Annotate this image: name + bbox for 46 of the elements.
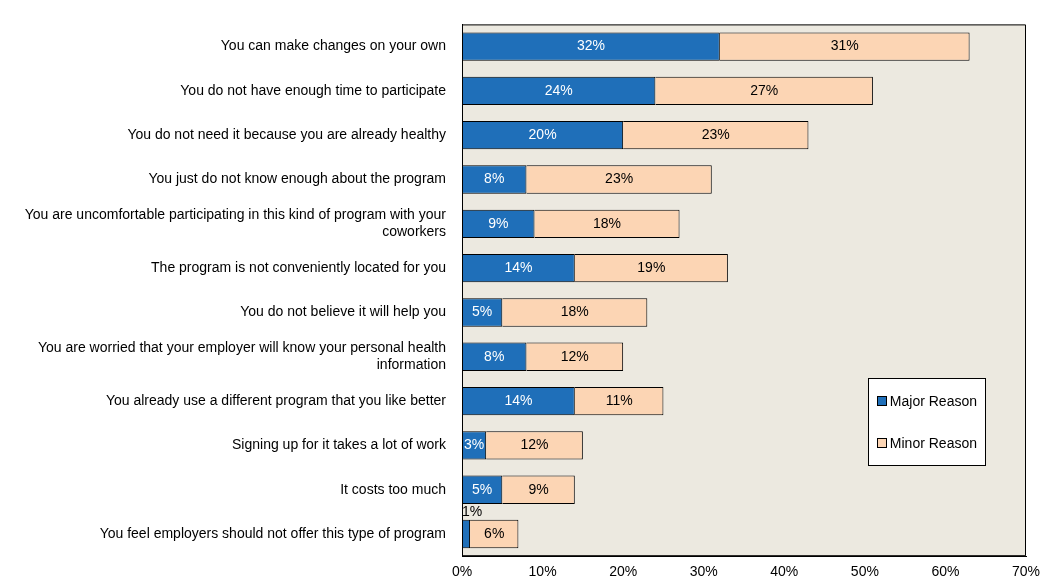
data-label: 27% — [750, 81, 779, 98]
y-tick-label: It costs too much — [340, 480, 446, 497]
y-tick-label: You are uncomfortable participating in this kind of program with your coworkers — [24, 206, 447, 240]
data-label: 19% — [637, 259, 666, 275]
data-label: 20% — [528, 126, 557, 143]
x-tick-label: 70% — [1011, 563, 1041, 580]
data-label: 18% — [560, 303, 589, 320]
data-label: 24% — [544, 81, 573, 98]
data-label: 14% — [504, 391, 533, 408]
y-tick-label: Signing up for it takes a lot of work — [232, 436, 447, 453]
data-label: 1% — [462, 502, 483, 519]
x-tick-label: 20% — [609, 563, 638, 580]
data-label: 5% — [472, 480, 493, 497]
data-label: 32% — [576, 37, 605, 54]
data-label: 8% — [484, 347, 505, 364]
legend-label: Minor Reason — [889, 435, 977, 451]
x-tick-label: 50% — [850, 563, 879, 580]
y-tick-label: You do not need it because you are already healthy — [127, 126, 446, 143]
y-tick-label: You do not believe it will help you — [240, 303, 446, 320]
x-tick-label: 10% — [528, 563, 557, 580]
data-label: 23% — [701, 126, 730, 143]
data-label: 3% — [463, 436, 485, 453]
legend-label: Major Reason — [889, 393, 977, 409]
y-tick-label: You can make changes on your own — [220, 37, 446, 54]
y-tick-label: You already use a different program that you like better — [105, 391, 447, 408]
data-label: 18% — [593, 214, 622, 231]
x-tick-label: 60% — [931, 563, 960, 580]
data-label: 5% — [472, 303, 493, 320]
y-tick-label: You just do not know enough about the program — [148, 170, 446, 187]
y-tick-label: You are worried that your employer will know your personal health information — [37, 339, 446, 373]
x-tick-label: 40% — [770, 563, 799, 580]
data-label: 9% — [528, 480, 549, 497]
data-label: 12% — [560, 347, 589, 364]
y-tick-label: The program is not conveniently located for you — [151, 259, 446, 275]
data-label: 9% — [488, 214, 509, 231]
data-label: 6% — [484, 524, 505, 541]
x-tick-label: 30% — [689, 563, 718, 580]
data-label: 23% — [605, 170, 634, 187]
data-label: 14% — [504, 259, 533, 275]
data-label: 31% — [830, 37, 859, 54]
data-label: 12% — [520, 436, 549, 453]
x-tick-label: 0% — [451, 563, 473, 580]
y-tick-label: You do not have enough time to participate — [180, 81, 447, 98]
y-tick-label: You feel employers should not offer this type of program — [99, 524, 446, 541]
data-label: 8% — [484, 170, 505, 187]
data-label: 11% — [605, 391, 633, 408]
